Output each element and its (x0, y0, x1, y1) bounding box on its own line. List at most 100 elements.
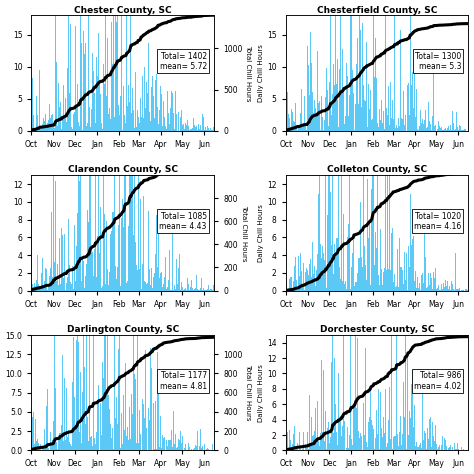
Bar (150, 285, 151, 291)
Bar (439, 126, 440, 131)
Bar (419, 283, 420, 291)
Bar (380, 120, 381, 131)
Bar (433, 436, 434, 450)
Bar (407, 290, 408, 291)
Bar (199, 129, 200, 131)
Bar (328, 126, 329, 131)
Bar (405, 115, 406, 131)
Bar (174, 129, 175, 131)
Bar (145, 283, 146, 291)
Bar (137, 270, 138, 291)
Bar (174, 444, 175, 450)
Bar (321, 360, 322, 450)
Bar (340, 16, 341, 131)
Bar (54, 262, 55, 450)
Bar (204, 290, 205, 291)
Bar (446, 286, 447, 291)
Bar (129, 102, 130, 131)
Bar (142, 399, 143, 450)
Bar (344, 215, 345, 291)
Bar (351, 85, 352, 131)
Bar (45, 255, 46, 291)
Bar (329, 149, 330, 291)
Bar (326, 449, 327, 450)
Bar (305, 444, 306, 450)
Bar (80, 0, 81, 131)
Bar (103, 39, 104, 291)
Bar (317, 124, 318, 131)
Bar (358, 104, 359, 131)
Bar (332, 150, 333, 450)
Bar (209, 290, 210, 291)
Bar (96, 432, 97, 450)
Bar (136, 221, 137, 291)
Bar (447, 128, 448, 131)
Bar (53, 109, 54, 291)
Bar (210, 128, 211, 131)
Bar (332, 134, 333, 291)
Bar (46, 407, 47, 450)
Bar (387, 443, 388, 450)
Bar (407, 354, 408, 450)
Bar (312, 242, 313, 291)
Bar (300, 442, 301, 450)
Bar (411, 85, 412, 131)
Bar (136, 87, 137, 131)
Bar (361, 216, 362, 291)
Bar (325, 153, 326, 291)
Bar (297, 276, 298, 291)
Bar (427, 428, 428, 450)
Bar (407, 85, 408, 131)
Bar (192, 288, 193, 291)
Bar (433, 272, 434, 291)
Bar (330, 437, 331, 450)
Bar (310, 259, 311, 291)
Bar (105, 259, 106, 450)
Bar (184, 289, 185, 291)
Bar (385, 0, 386, 131)
Bar (87, 123, 88, 131)
Bar (408, 304, 409, 450)
Bar (61, 129, 62, 131)
Bar (205, 290, 206, 291)
Bar (456, 449, 457, 450)
Bar (409, 115, 410, 131)
Bar (315, 108, 316, 131)
Bar (187, 120, 188, 131)
Bar (113, 0, 114, 131)
Bar (309, 264, 310, 291)
Bar (286, 437, 287, 450)
Bar (376, 78, 377, 131)
Bar (286, 127, 287, 131)
Bar (130, 148, 131, 291)
Bar (443, 130, 444, 131)
Bar (141, 449, 142, 450)
Bar (54, 128, 55, 131)
Bar (143, 436, 144, 450)
Bar (165, 257, 166, 291)
Bar (55, 0, 56, 131)
Bar (178, 439, 179, 450)
Bar (46, 269, 47, 291)
Bar (52, 234, 53, 291)
Bar (357, 337, 358, 450)
Bar (363, 85, 364, 131)
Bar (37, 282, 38, 291)
Bar (112, 211, 113, 291)
Bar (189, 447, 190, 450)
Bar (380, 229, 381, 291)
Bar (325, 410, 326, 450)
Bar (416, 288, 417, 291)
Bar (71, 127, 72, 131)
Bar (442, 129, 443, 131)
Bar (39, 289, 40, 291)
Bar (33, 287, 34, 291)
Bar (440, 128, 441, 131)
Bar (367, 128, 368, 131)
Bar (188, 443, 189, 450)
Bar (397, 128, 398, 131)
Bar (171, 91, 172, 131)
Bar (451, 130, 452, 131)
Bar (90, 127, 91, 131)
Bar (155, 271, 156, 291)
